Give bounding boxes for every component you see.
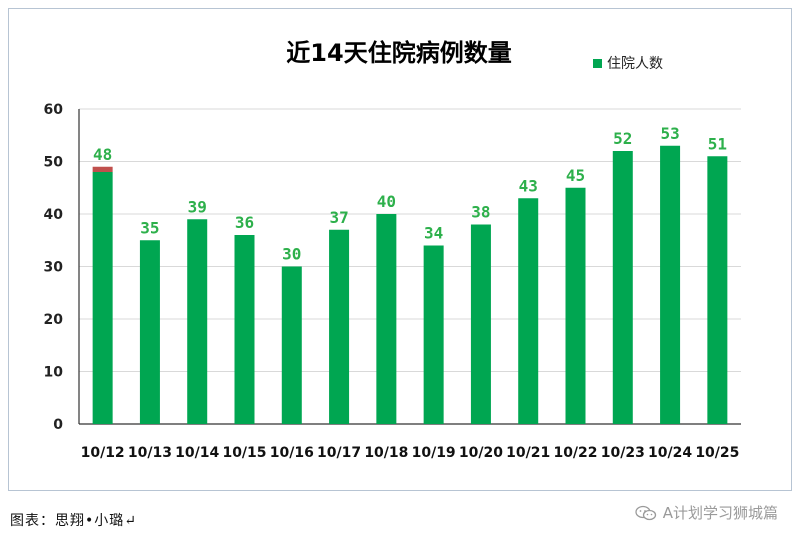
watermark: A计划学习狮城篇	[635, 502, 778, 523]
data-label: 36	[235, 213, 254, 232]
data-label: 38	[471, 203, 490, 222]
data-label: 40	[377, 192, 396, 211]
x-tick-label: 10/25	[695, 445, 739, 461]
watermark-text: A计划学习狮城篇	[662, 504, 778, 522]
data-label: 39	[188, 197, 207, 216]
x-tick-label: 10/17	[317, 445, 361, 461]
chart-frame: 近14天住院病例数量住院人数 0 10 20 30 40 50 60 48 10/12 35 10/1…	[8, 8, 792, 491]
wechat-icon	[635, 505, 656, 520]
bar	[281, 266, 302, 424]
y-tick-label: 10	[44, 365, 64, 381]
bar-extra-segment	[92, 166, 113, 172]
x-tick-label: 10/12	[81, 445, 125, 461]
data-label: 30	[282, 245, 301, 264]
bar	[234, 235, 255, 424]
data-label: 48	[93, 145, 112, 164]
x-tick-label: 10/23	[601, 445, 645, 461]
bar	[376, 214, 397, 424]
legend-label: 住院人数	[607, 56, 663, 72]
bar	[139, 240, 160, 424]
bar	[707, 156, 728, 424]
x-tick-label: 10/15	[222, 445, 266, 461]
bar	[423, 245, 444, 424]
y-tick-label: 20	[44, 312, 64, 328]
x-tick-label: 10/16	[270, 445, 314, 461]
bar	[470, 224, 491, 424]
x-tick-label: 10/20	[459, 445, 503, 461]
bar	[612, 151, 633, 424]
y-tick-label: 40	[44, 207, 64, 223]
y-tick-label: 0	[53, 417, 63, 433]
y-tick-label: 30	[44, 260, 64, 276]
y-tick-label: 60	[44, 102, 64, 118]
x-tick-label: 10/13	[128, 445, 172, 461]
y-tick-label: 50	[44, 155, 64, 171]
x-tick-label: 10/21	[506, 445, 550, 461]
bar	[187, 219, 208, 424]
x-tick-label: 10/18	[364, 445, 408, 461]
data-label: 43	[519, 176, 538, 195]
data-label: 37	[329, 208, 348, 227]
data-label: 35	[140, 218, 159, 237]
bar	[660, 145, 681, 424]
legend-swatch	[593, 59, 602, 68]
bar	[92, 172, 113, 424]
x-tick-label: 10/24	[648, 445, 692, 461]
bar-chart: 近14天住院病例数量住院人数 0 10 20 30 40 50 60 48 10/12 35 10/1…	[44, 39, 741, 461]
bar	[565, 187, 586, 424]
figure-caption: 图表：思翔•小璐↵	[10, 513, 137, 529]
data-label: 34	[424, 224, 443, 243]
x-tick-label: 10/19	[412, 445, 456, 461]
x-tick-label: 10/22	[553, 445, 597, 461]
x-tick-label: 10/14	[175, 445, 219, 461]
chart-title: 近14天住院病例数量	[286, 39, 511, 67]
bar	[329, 229, 350, 424]
data-label: 53	[660, 124, 679, 143]
data-label: 52	[613, 129, 632, 148]
data-label: 51	[708, 134, 727, 153]
data-label: 45	[566, 166, 585, 185]
bar	[518, 198, 539, 424]
